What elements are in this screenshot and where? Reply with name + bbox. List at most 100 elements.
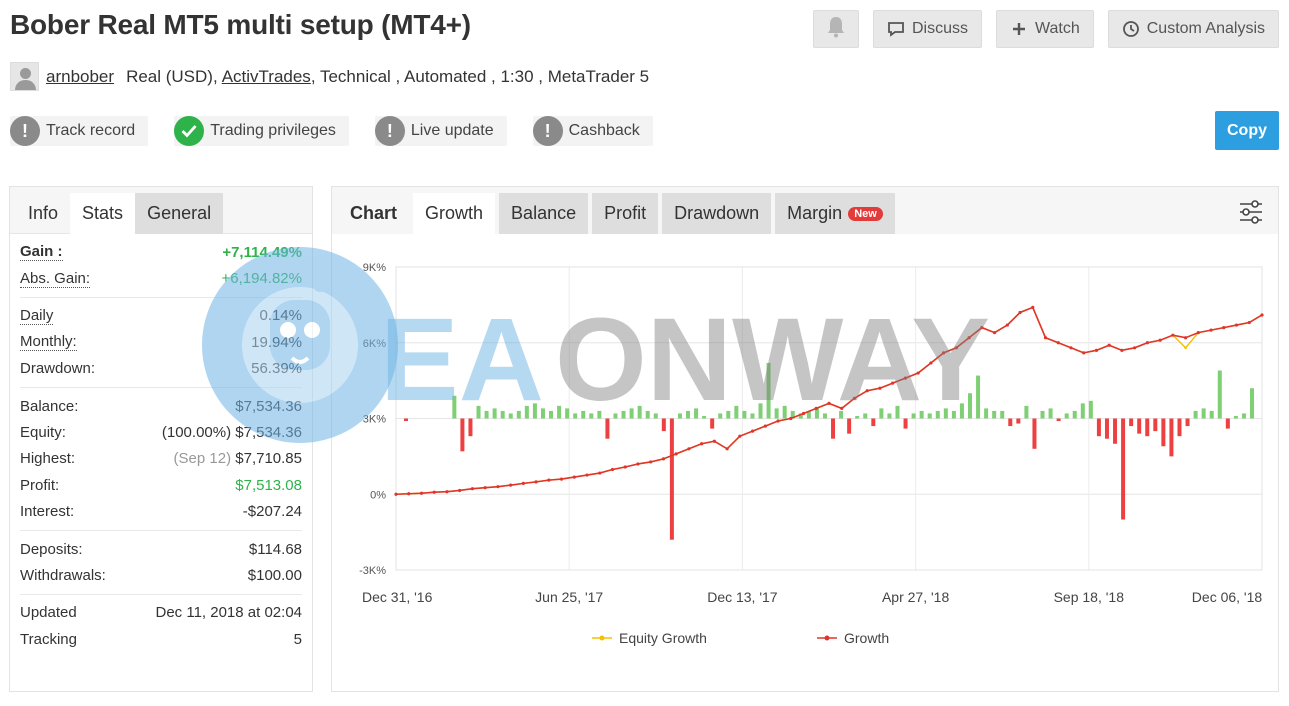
tab-balance[interactable]: Balance [499, 193, 589, 234]
profit-bar [492, 408, 497, 419]
profit-bar [927, 413, 932, 419]
abs-gain-value: +6,194.82% [221, 270, 303, 288]
profit-bar [863, 413, 868, 419]
growth-point [942, 351, 946, 355]
x-tick-label: Sep 18, '18 [1054, 589, 1125, 605]
abs-gain-label[interactable]: Abs. Gain: [20, 269, 91, 288]
chart-settings-icon[interactable] [1238, 199, 1264, 225]
badge-track-record[interactable]: ! Track record [10, 116, 149, 146]
equity-point [1184, 346, 1187, 350]
deposits-value: $114.68 [248, 540, 302, 558]
profit-bar [782, 405, 787, 419]
profit-bar [1000, 410, 1005, 419]
growth-point [1069, 346, 1073, 350]
stats-tabs: Info Stats General [10, 187, 312, 234]
top-actions: Discuss Watch Custom Analysis [812, 10, 1279, 48]
growth-point [776, 419, 780, 423]
stat-row-equity: Equity: (100.00%) $7,534.36 [20, 419, 302, 445]
growth-point [891, 381, 895, 385]
broker-link[interactable]: ActivTrades [221, 66, 311, 86]
growth-point [1005, 323, 1009, 327]
tab-margin[interactable]: Margin New [775, 193, 895, 234]
custom-analysis-button[interactable]: Custom Analysis [1107, 10, 1279, 48]
profit-bar [686, 410, 690, 419]
profit-bar [814, 408, 819, 419]
copy-button[interactable]: Copy [1215, 111, 1279, 150]
withdrawals-value: $100.00 [247, 566, 302, 584]
growth-point [700, 442, 704, 446]
interest-label: Interest: [20, 503, 75, 521]
tab-stats[interactable]: Stats [70, 193, 136, 234]
profit-bar [516, 410, 521, 419]
discuss-button[interactable]: Discuss [872, 10, 982, 48]
drawdown-value: 56.39% [251, 360, 302, 378]
growth-point [865, 389, 869, 393]
growth-point [585, 473, 589, 477]
stat-row-balance: Balance: $7,534.36 [20, 393, 302, 419]
badge-label: Cashback [568, 122, 640, 139]
profit-bar [621, 410, 626, 419]
stat-row-interest: Interest: -$207.24 [20, 499, 302, 525]
stat-row-daily: Daily 0.14% [20, 303, 302, 329]
comment-icon [887, 20, 905, 38]
growth-point [623, 465, 627, 469]
profit-bar [1217, 370, 1222, 419]
profit-bar [718, 413, 723, 419]
interest-value: -$207.24 [242, 503, 302, 521]
gain-label[interactable]: Gain : [20, 243, 63, 262]
profit-bar [557, 405, 562, 419]
profit-bar [597, 410, 602, 419]
profit-bar [484, 410, 489, 419]
profit-bar [605, 418, 610, 439]
notifications-button[interactable] [812, 10, 859, 48]
y-tick-label: 9K% [363, 262, 386, 274]
growth-chart[interactable]: 9K% 6K% 3K% 0% -3K% Dec 31, '16 Jun 25, '17 Dec… [332, 234, 1278, 691]
growth-point [1183, 336, 1188, 340]
growth-point [1094, 348, 1099, 352]
owner-username-link[interactable]: arnbober [46, 66, 115, 86]
profit-bar [742, 410, 747, 419]
growth-point [789, 416, 793, 421]
tab-info[interactable]: Info [28, 203, 59, 223]
owner-line: arnbober Real (USD), ActivTrades , Techn… [10, 62, 649, 91]
badge-cashback[interactable]: ! Cashback [532, 116, 653, 146]
badge-trading-privileges[interactable]: Trading privileges [174, 116, 349, 146]
badge-live-update[interactable]: ! Live update [374, 116, 507, 146]
profit-bar [549, 410, 554, 419]
profit-bar [903, 418, 908, 429]
profit-bar [702, 415, 707, 419]
growth-point [725, 447, 729, 451]
watch-button[interactable]: Watch [995, 10, 1094, 48]
tab-general[interactable]: General [135, 193, 224, 234]
profit-bar [1088, 400, 1093, 419]
daily-label[interactable]: Daily [20, 306, 54, 325]
growth-point [1120, 348, 1124, 352]
profit-bar [1161, 418, 1166, 447]
growth-point [738, 434, 742, 438]
account-details: , Technical , Automated , 1:30 , MetaTra… [310, 66, 650, 86]
growth-point [801, 411, 806, 416]
profit-bar [508, 413, 513, 419]
growth-point [1056, 341, 1060, 345]
growth-point [534, 480, 538, 484]
growth-point [394, 492, 398, 496]
x-tick-label: Dec 31, '16 [362, 589, 433, 605]
tab-profit[interactable]: Profit [592, 193, 659, 234]
withdrawals-label: Withdrawals: [20, 566, 106, 584]
growth-point [598, 471, 602, 475]
profit-bar [968, 393, 972, 419]
profit-bar [1113, 418, 1118, 444]
y-tick-label: 3K% [363, 414, 386, 426]
monthly-label[interactable]: Monthly: [20, 333, 77, 352]
tab-drawdown[interactable]: Drawdown [662, 193, 772, 234]
stats-panel: Info Stats General Gain : +7,114.49% Abs… [9, 186, 313, 692]
stat-row-monthly: Monthly: 19.94% [20, 329, 302, 355]
growth-point [1043, 336, 1048, 340]
tab-growth[interactable]: Growth [413, 193, 496, 234]
avatar[interactable] [10, 62, 39, 91]
profit-bar [831, 418, 836, 439]
warning-icon: ! [374, 116, 405, 146]
profit-bar [1040, 410, 1045, 419]
growth-point [1234, 323, 1239, 327]
growth-point [483, 486, 487, 490]
